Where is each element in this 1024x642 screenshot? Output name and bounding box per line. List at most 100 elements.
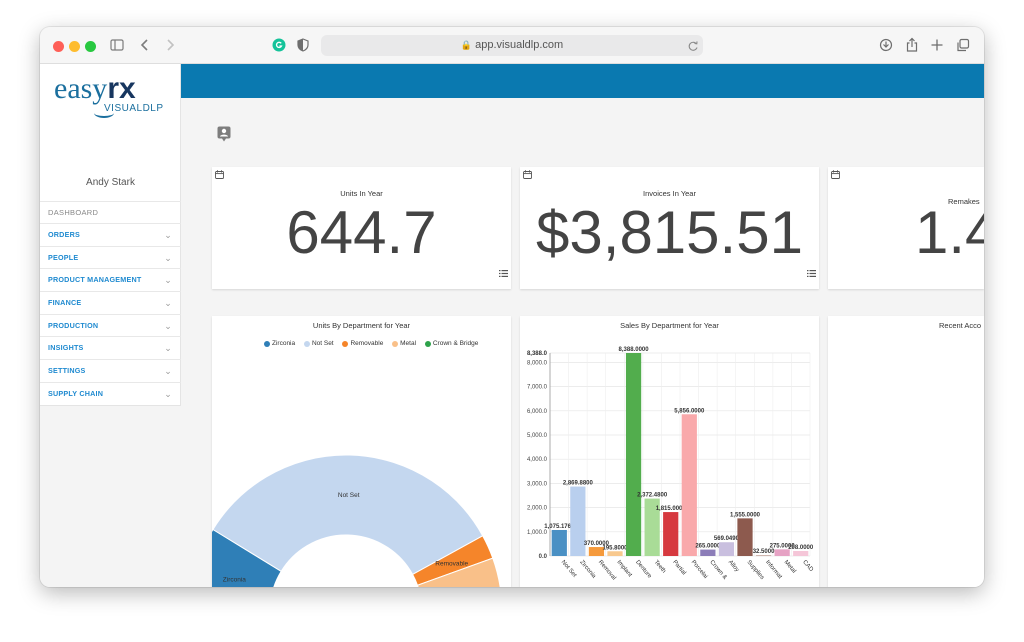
chevron-down-icon: ⌄ — [164, 230, 172, 240]
y-tick-label: 0.0 — [539, 554, 548, 560]
bar[interactable] — [774, 549, 790, 556]
sales-by-department-chart-card: Sales By Department for Year 0.0 1,000.0 2… — [520, 316, 819, 587]
calendar-icon[interactable] — [831, 170, 840, 179]
sidebar-item-label: PRODUCTION — [48, 320, 99, 330]
y-tick-label: 7,000.0 — [527, 385, 548, 391]
sidebar-item-label: INSIGHTS — [48, 343, 84, 353]
legend-item[interactable]: Zirconia — [264, 340, 295, 347]
y-tick-label: 5,000.0 — [527, 433, 548, 439]
sidebar-item-insights[interactable]: INSIGHTS ⌄ — [40, 336, 181, 359]
forward-icon[interactable] — [164, 35, 176, 55]
x-tick-label: CAD — [801, 559, 814, 573]
units-in-year-card: Units In Year 644.7 — [212, 167, 511, 289]
bar[interactable] — [607, 551, 623, 556]
bar-value-label: 1,555.0000 — [730, 512, 761, 518]
list-icon[interactable] — [807, 270, 816, 277]
bar-value-label: 275.0000 — [770, 543, 796, 549]
bar[interactable] — [644, 498, 660, 556]
donut-slice-label: Not Set — [338, 492, 360, 499]
new-tab-icon[interactable] — [930, 35, 944, 55]
easyrx-logo[interactable]: easyrx VISUALDLP — [54, 74, 174, 120]
bar-value-label: 2,869.8800 — [563, 481, 594, 487]
sidebar-section-dashboard[interactable]: DASHBOARD — [40, 201, 181, 223]
bar[interactable] — [718, 542, 735, 556]
x-tick-label: Zirconia — [578, 559, 597, 580]
share-icon[interactable] — [905, 35, 919, 55]
card-value: 644.7 — [286, 199, 437, 266]
bar[interactable] — [570, 486, 586, 556]
bar[interactable] — [700, 549, 716, 556]
sidebar-item-settings[interactable]: SETTINGS ⌄ — [40, 359, 181, 382]
legend-label: Not Set — [311, 340, 334, 347]
bar-value-label: 370.0000 — [584, 541, 610, 547]
close-window-button[interactable] — [53, 41, 64, 52]
legend-label: Metal — [400, 340, 417, 347]
legend-item[interactable]: Removable — [342, 340, 383, 347]
downloads-icon[interactable] — [879, 35, 893, 55]
grammarly-extension-icon[interactable] — [272, 35, 286, 55]
contact-card-icon[interactable] — [217, 126, 231, 142]
donut-slice[interactable] — [416, 557, 502, 587]
invoices-in-year-card: Invoices In Year $3,815.51 — [520, 167, 819, 289]
sidebar-item-orders[interactable]: ORDERS ⌄ — [40, 223, 181, 246]
bar[interactable] — [681, 414, 697, 556]
legend-swatch — [392, 340, 399, 347]
legend-label: Crown & Bridge — [432, 340, 479, 347]
x-tick-label: Not Set — [560, 559, 578, 578]
bar[interactable] — [588, 547, 605, 556]
legend-swatch — [303, 340, 310, 347]
privacy-shield-icon[interactable] — [297, 35, 309, 55]
browser-toolbar: 🔒 app.visualdlp.com — [40, 27, 984, 64]
chevron-down-icon: ⌄ — [164, 275, 172, 286]
bar-value-label: 195.8000 — [602, 545, 628, 551]
sidebar-nav: DASHBOARD ORDERS ⌄ PEOPLE ⌄ PRODUCT MANAGE… — [40, 201, 181, 405]
browser-window: 🔒 app.visualdlp.com — [40, 27, 984, 587]
logo-swoosh — [94, 108, 114, 118]
card-title: Units In Year — [340, 189, 383, 198]
sidebar-item-finance[interactable]: FINANCE ⌄ — [40, 291, 181, 314]
lock-icon: 🔒 — [460, 40, 473, 50]
url-text: app.visualdlp.com — [475, 39, 564, 51]
logo-accent-text: rx — [107, 72, 136, 105]
x-tick-label: Supplies — [745, 559, 764, 580]
zoom-window-button[interactable] — [85, 41, 96, 52]
bar[interactable] — [625, 353, 642, 556]
donut-slice[interactable] — [212, 454, 484, 576]
donut-slice-label: Zirconia — [223, 577, 247, 584]
bar-value-label: 2,372.4800 — [637, 493, 668, 499]
legend-item[interactable]: Crown & Bridge — [424, 340, 479, 347]
bar[interactable] — [793, 550, 809, 556]
calendar-icon[interactable] — [523, 170, 532, 179]
bar[interactable] — [663, 512, 679, 556]
legend-item[interactable]: Not Set — [303, 340, 334, 347]
card-title: Invoices In Year — [643, 189, 696, 198]
sidebar-toggle-icon[interactable] — [110, 35, 124, 55]
chevron-down-icon: ⌄ — [164, 388, 172, 399]
chevron-down-icon: ⌄ — [164, 343, 172, 354]
sidebar-item-label: SETTINGS — [48, 366, 86, 376]
calendar-icon[interactable] — [215, 170, 224, 179]
bar[interactable] — [551, 529, 567, 556]
bar-value-label: 569.0490 — [714, 536, 740, 542]
x-tick-label: Denture — [634, 559, 653, 580]
back-icon[interactable] — [139, 35, 151, 55]
legend-item[interactable]: Metal — [392, 340, 416, 347]
bar[interactable] — [755, 555, 772, 557]
bar[interactable] — [737, 518, 753, 556]
list-icon[interactable] — [499, 270, 508, 277]
sidebar-item-label: PEOPLE — [48, 252, 79, 262]
bar-value-label: 1,815.0000 — [656, 506, 687, 512]
sidebar-item-label: SUPPLY CHAIN — [48, 388, 104, 398]
sidebar-item-product-management[interactable]: PRODUCT MANAGEMENT ⌄ — [40, 268, 181, 291]
tab-overview-icon[interactable] — [956, 35, 970, 55]
minimize-window-button[interactable] — [69, 41, 80, 52]
app-content: easyrx VISUALDLP Andy Stark DASHBOARD OR… — [40, 64, 984, 587]
reload-icon[interactable] — [687, 36, 699, 56]
sidebar-item-supply-chain[interactable]: SUPPLY CHAIN ⌄ — [40, 381, 181, 405]
sidebar-item-production[interactable]: PRODUCTION ⌄ — [40, 313, 181, 337]
y-tick-label: 3,000.0 — [527, 481, 548, 487]
address-bar[interactable]: 🔒 app.visualdlp.com — [321, 35, 703, 56]
x-tick-label: Crown & — [708, 559, 727, 580]
sidebar-item-people[interactable]: PEOPLE ⌄ — [40, 245, 181, 269]
sidebar-item-label: ORDERS — [48, 230, 80, 239]
